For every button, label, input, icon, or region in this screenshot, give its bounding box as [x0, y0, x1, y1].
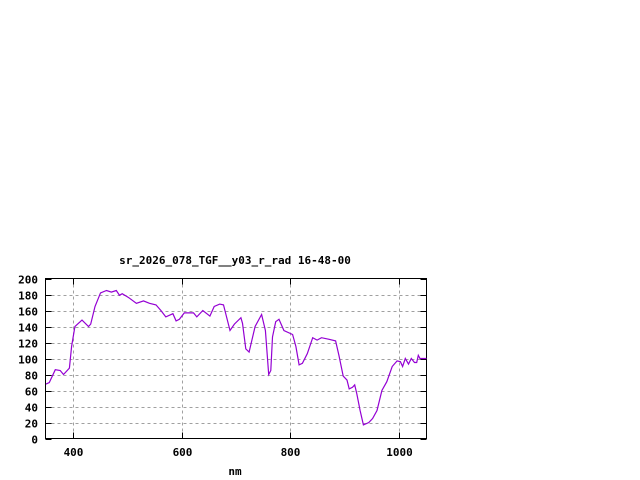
x-axis-label: nm — [228, 465, 242, 478]
y-tick-label: 200 — [18, 274, 38, 287]
y-tick-label: 40 — [25, 402, 38, 415]
series-points — [45, 290, 427, 425]
y-tick-label: 160 — [18, 306, 38, 319]
y-tick-label: 100 — [18, 354, 38, 367]
x-tick-label: 1000 — [386, 446, 413, 459]
y-tick-label: 120 — [18, 338, 38, 351]
x-tick-label: 400 — [64, 446, 84, 459]
plot-border — [45, 278, 427, 439]
y-tick-label: 80 — [25, 370, 38, 383]
x-tick-label: 800 — [281, 446, 301, 459]
y-tick-label: 20 — [25, 418, 38, 431]
y-tick-label: 140 — [18, 322, 38, 335]
y-tick-label: 180 — [18, 290, 38, 303]
y-tick-label: 60 — [25, 386, 38, 399]
chart-title: sr_2026_078_TGF__y03_r_rad 16-48-00 — [119, 254, 351, 267]
ticks: 0 20 40 60 80 100 120 140 160 180 200 400 600 800 1000 — [18, 274, 427, 459]
series-line — [45, 289, 427, 426]
x-tick-label: 600 — [173, 446, 193, 459]
grid — [45, 278, 427, 439]
y-tick-label: 0 — [31, 434, 38, 447]
